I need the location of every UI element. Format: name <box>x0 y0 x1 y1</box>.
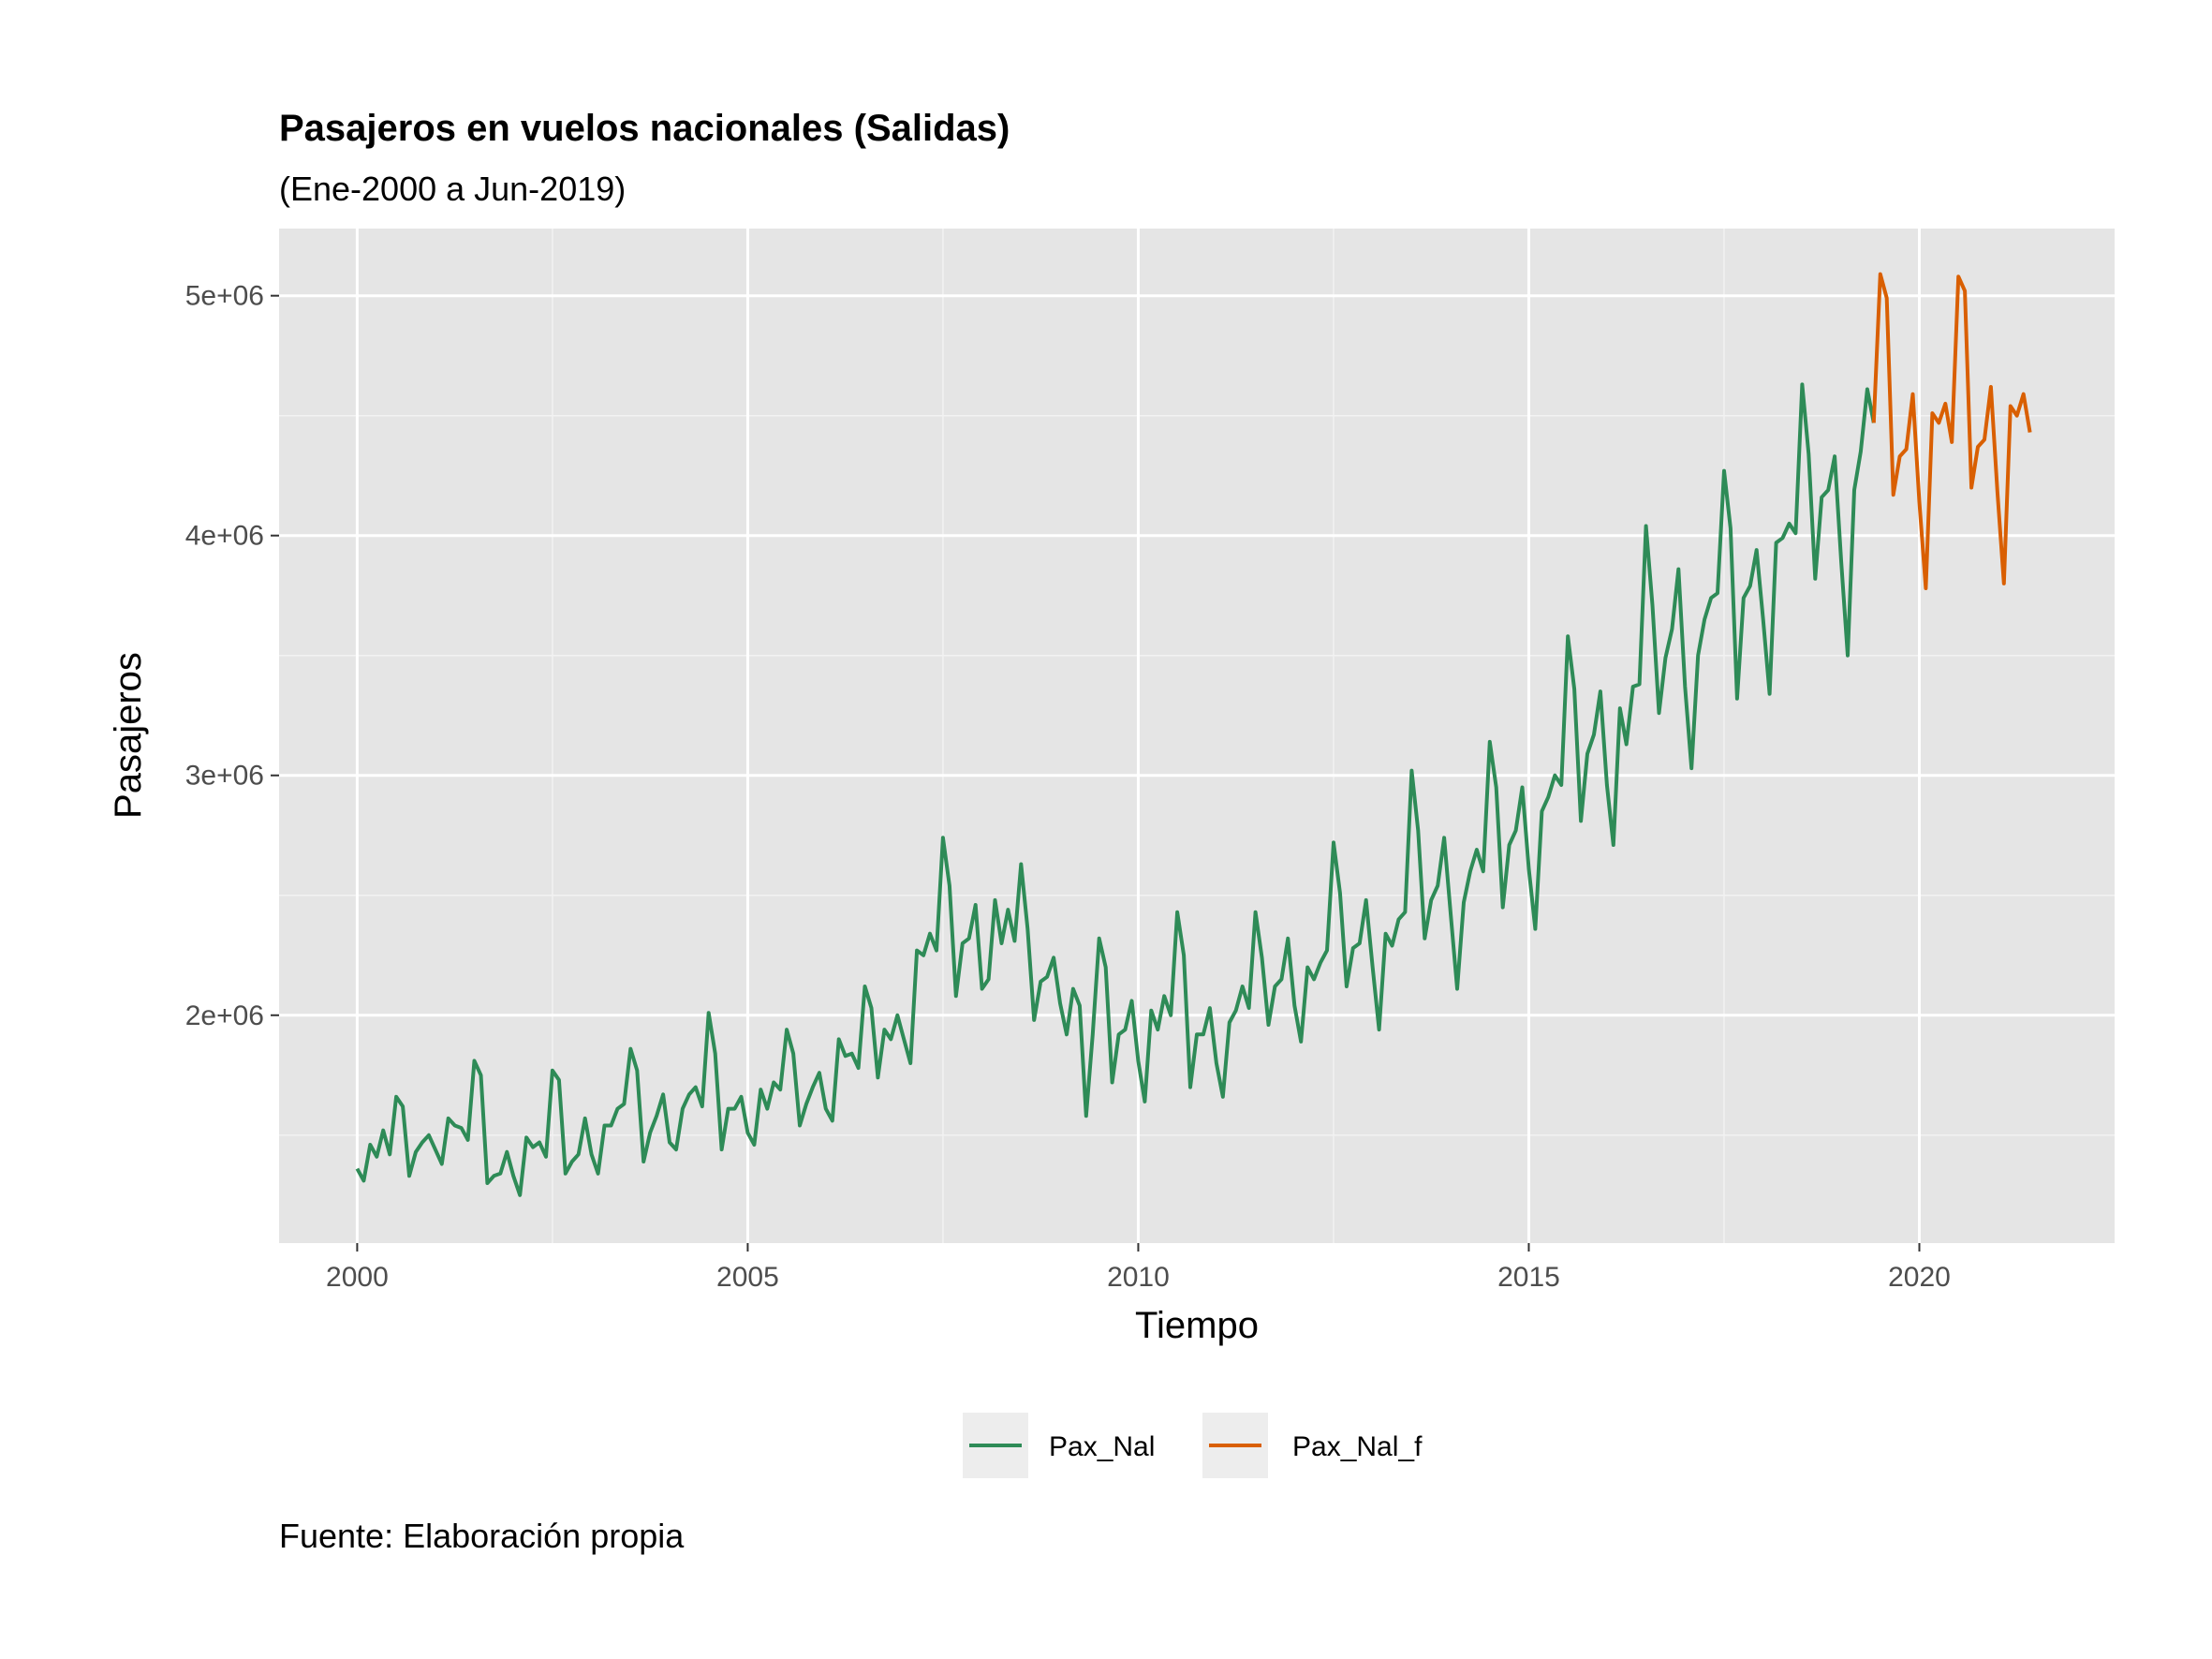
x-tick-label: 2005 <box>716 1262 779 1293</box>
chart-subtitle: (Ene-2000 a Jun-2019) <box>279 170 626 208</box>
y-axis-title: Pasajeros <box>108 652 149 819</box>
y-axis: 2e+06 3e+06 4e+06 5e+06 <box>185 281 279 1031</box>
x-axis: 2000 2005 2010 2015 2020 <box>326 1243 1951 1293</box>
y-tick-label: 2e+06 <box>185 1000 264 1031</box>
legend: Pax_Nal Pax_Nal_f <box>963 1413 1423 1478</box>
legend-item-pax-nal-f: Pax_Nal_f <box>1202 1413 1423 1478</box>
plot-panel <box>279 229 2115 1243</box>
grid-major <box>279 229 2115 1243</box>
legend-label-pax-nal: Pax_Nal <box>1049 1431 1155 1462</box>
legend-label-pax-nal-f: Pax_Nal_f <box>1292 1431 1423 1462</box>
series-line-pax-nal-f <box>1871 272 2032 590</box>
series-line-pax-nal <box>355 382 1876 1197</box>
legend-item-pax-nal: Pax_Nal <box>963 1413 1155 1478</box>
grid-minor <box>279 229 2115 1243</box>
x-tick-label: 2010 <box>1107 1262 1170 1293</box>
y-tick-label: 4e+06 <box>185 521 264 552</box>
y-tick-label: 5e+06 <box>185 281 264 312</box>
x-tick-label: 2020 <box>1888 1262 1951 1293</box>
chart-caption: Fuente: Elaboración propia <box>279 1517 685 1555</box>
y-tick-label: 3e+06 <box>185 761 264 792</box>
chart-title: Pasajeros en vuelos nacionales (Salidas) <box>279 108 1010 149</box>
x-tick-label: 2015 <box>1497 1262 1560 1293</box>
series-layer <box>355 272 2032 1197</box>
x-tick-label: 2000 <box>326 1262 389 1293</box>
x-axis-title: Tiempo <box>1135 1305 1259 1346</box>
